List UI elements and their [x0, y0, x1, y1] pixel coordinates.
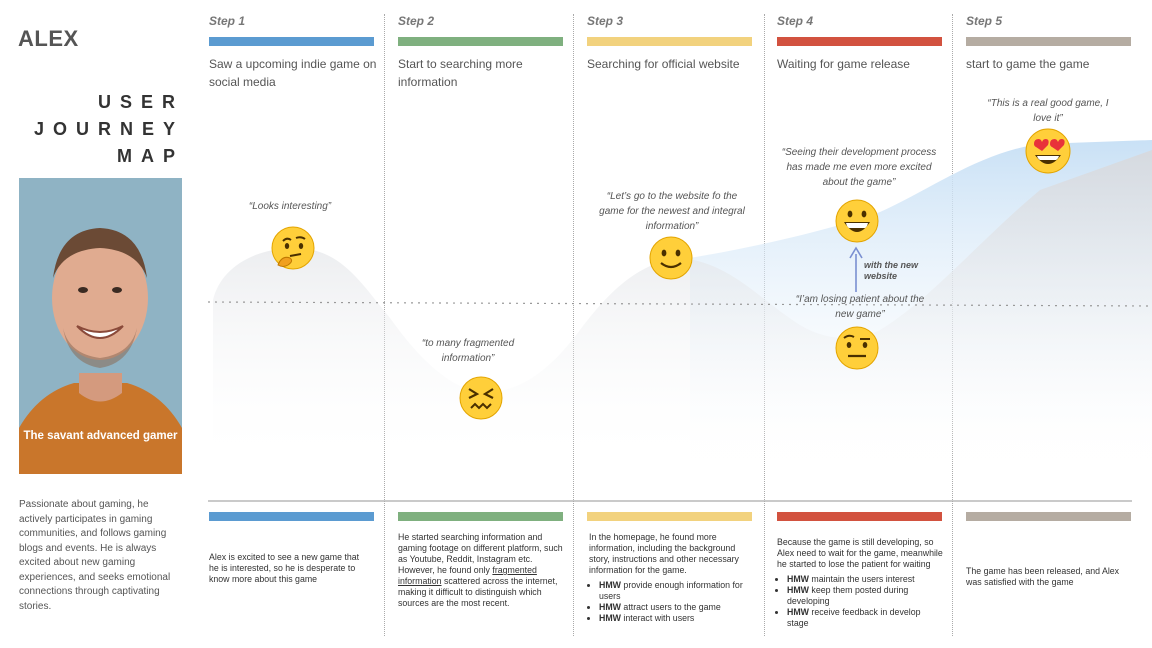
- persona-photo: The savant advanced gamer: [19, 178, 182, 474]
- persona-name: ALEX: [18, 26, 79, 51]
- hmw-text: receive feedback in develop stage: [787, 607, 921, 628]
- step-3-detail-bar: [587, 512, 752, 521]
- step-3-label: Step 3: [587, 14, 624, 28]
- step-3-hmw-list: HMW provide enough information for users…: [589, 580, 755, 624]
- hmw-tag: HMW: [599, 613, 621, 623]
- step-1-description: Saw a upcoming indie game on social medi…: [209, 57, 377, 89]
- step-2-detail: He started searching information and gam…: [398, 532, 566, 609]
- hmw-item: HMW keep them posted during developing: [787, 585, 943, 607]
- step-3-detail: In the homepage, he found more informati…: [589, 532, 755, 624]
- step-2-detail-text-end: scattered across the internet, making it…: [398, 576, 558, 608]
- hmw-tag: HMW: [787, 585, 809, 595]
- step-separator: [573, 14, 574, 636]
- step-2-quote: “to many fragmented information”: [421, 338, 515, 364]
- step-2-label: Step 2: [398, 14, 435, 28]
- slightly-smiling-face-icon: [649, 236, 693, 280]
- current-journey-area: [213, 150, 1152, 470]
- hmw-item: HMW attract users to the game: [599, 602, 755, 613]
- step-2-color-bar: [398, 37, 563, 46]
- hmw-tag: HMW: [599, 602, 621, 612]
- improvement-note: with the new website: [864, 260, 918, 281]
- step-4-detail-bar: [777, 512, 942, 521]
- map-title-line-3: MAP: [117, 146, 184, 166]
- map-title-line-2: JOURNEY: [33, 119, 184, 139]
- hmw-item: HMW receive feedback in develop stage: [787, 607, 943, 629]
- step-3-description: Searching for official website: [587, 57, 740, 71]
- step-4-color-bar: [777, 37, 942, 46]
- hmw-tag: HMW: [599, 580, 621, 590]
- step-1-quote: “Looks interesting”: [248, 201, 332, 212]
- hmw-text: provide enough information for users: [599, 580, 743, 601]
- step-1-detail: Alex is excited to see a new game that h…: [209, 552, 360, 584]
- thinking-face-icon: [271, 226, 315, 270]
- photo-caption: The savant advanced gamer: [23, 430, 178, 442]
- step-2-detail-highlight: fragmented information: [398, 565, 537, 586]
- hmw-text: keep them posted during developing: [787, 585, 909, 606]
- hmw-item: HMW maintain the users interest: [787, 574, 943, 585]
- step-4-quote: “Seeing their development process has ma…: [781, 147, 937, 188]
- step-4-description: Waiting for game release: [777, 57, 910, 71]
- step-2-detail-bar: [398, 512, 563, 521]
- hmw-tag: HMW: [787, 574, 809, 584]
- map-title-line-1: USER: [97, 92, 184, 112]
- step-3-color-bar: [587, 37, 752, 46]
- step-5-quote: “This is a real good game, I love it”: [987, 98, 1109, 124]
- step-2-detail-text: He started searching information and gam…: [398, 532, 563, 575]
- heart-eyes-face-icon: [1025, 128, 1071, 174]
- step-1-color-bar: [209, 37, 374, 46]
- step-3-quote: “Let’s go to the website fo the game for…: [599, 191, 745, 232]
- hmw-text: maintain the users interest: [808, 574, 915, 584]
- step-5-detail-bar: [966, 512, 1131, 521]
- step-2-description: Start to searching more information: [398, 57, 523, 89]
- step-1-label: Step 1: [209, 14, 246, 28]
- avatar-illustration: [19, 178, 182, 474]
- step-5-color-bar: [966, 37, 1131, 46]
- confounded-face-icon: [459, 376, 503, 420]
- step-4-label: Step 4: [777, 14, 814, 28]
- step-1-detail-bar: [209, 512, 374, 521]
- step-4-detail-text: Because the game is still developing, so…: [777, 537, 943, 569]
- step-5-detail: The game has been released, and Alex was…: [966, 566, 1120, 587]
- persona-description: Passionate about gaming, he actively par…: [19, 499, 171, 612]
- step-4-detail: Because the game is still developing, so…: [777, 537, 943, 629]
- hmw-text: interact with users: [620, 613, 695, 623]
- hmw-item: HMW interact with users: [599, 613, 755, 624]
- step-5-description: start to game the game: [966, 57, 1090, 71]
- step-4-hmw-list: HMW maintain the users interest HMW keep…: [777, 574, 943, 629]
- step-3-detail-text: In the homepage, he found more informati…: [589, 532, 739, 575]
- hmw-tag: HMW: [787, 607, 809, 617]
- hmw-item: HMW provide enough information for users: [599, 580, 755, 602]
- hmw-text: attract users to the game: [620, 602, 721, 612]
- raised-eyebrow-face-icon: [835, 326, 879, 370]
- grinning-face-icon: [835, 199, 879, 243]
- improvement-arrow-head: [849, 246, 863, 259]
- step-5-label: Step 5: [966, 14, 1003, 28]
- step-4-low-quote: “I’am losing patient about the new game”: [795, 294, 925, 320]
